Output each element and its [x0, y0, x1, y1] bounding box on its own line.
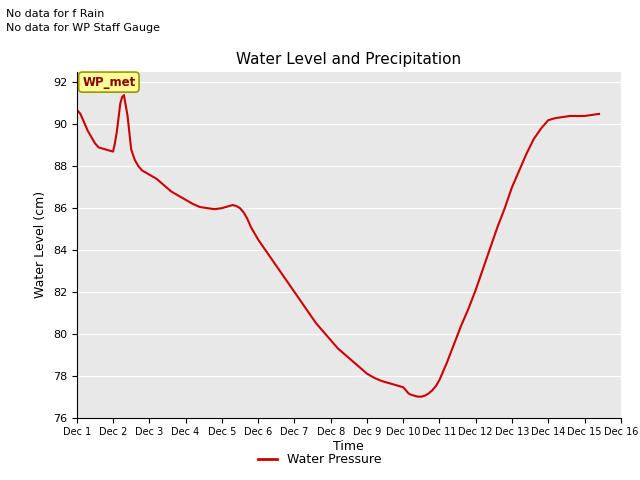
- X-axis label: Time: Time: [333, 440, 364, 453]
- Text: No data for f Rain: No data for f Rain: [6, 9, 105, 19]
- Y-axis label: Water Level (cm): Water Level (cm): [35, 191, 47, 299]
- Text: No data for WP Staff Gauge: No data for WP Staff Gauge: [6, 23, 161, 33]
- Legend: Water Pressure: Water Pressure: [253, 448, 387, 471]
- Text: WP_met: WP_met: [82, 76, 136, 89]
- Title: Water Level and Precipitation: Water Level and Precipitation: [236, 52, 461, 67]
